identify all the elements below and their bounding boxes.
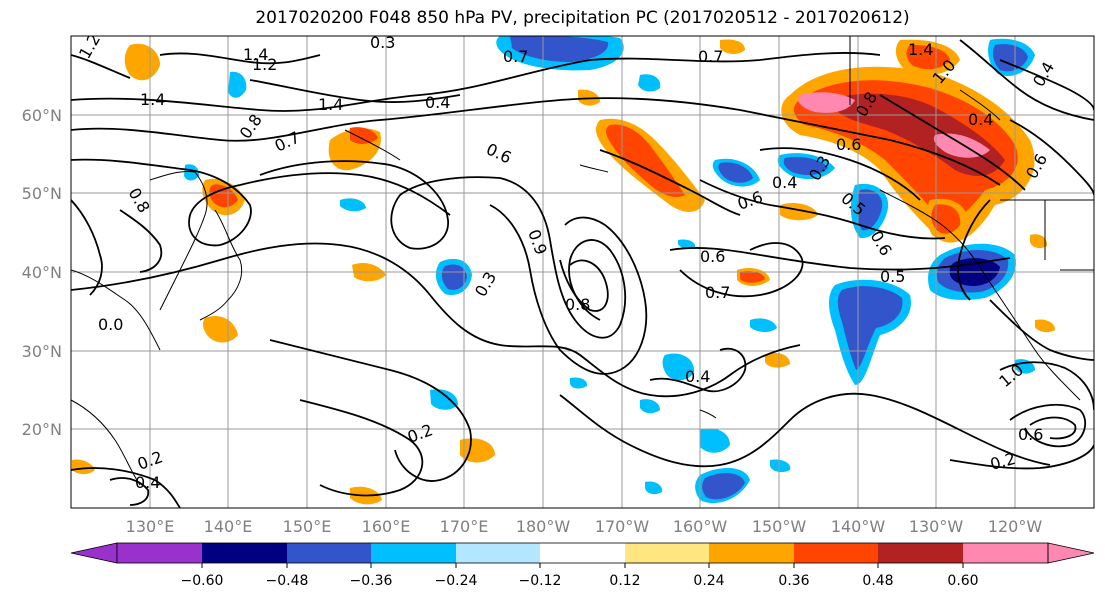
colorbar-tick-label: 0.48 bbox=[862, 573, 893, 589]
contour-label: 0.4 bbox=[685, 367, 710, 386]
lon-label: 160°E bbox=[362, 517, 411, 536]
contour-label: 0.4 bbox=[135, 473, 160, 492]
colorbar-segment bbox=[878, 543, 963, 563]
colorbar-segment bbox=[540, 543, 625, 563]
lon-label: 150°E bbox=[283, 517, 332, 536]
map-title: 2017020200 F048 850 hPa PV, precipitatio… bbox=[255, 8, 910, 28]
colorbar-segment bbox=[117, 543, 202, 563]
colorbar-segment bbox=[709, 543, 794, 563]
lon-label: 130°E bbox=[126, 517, 175, 536]
contour-label: 0.3 bbox=[370, 33, 395, 52]
contour-label: 1.4 bbox=[140, 90, 165, 109]
lat-label: 20°N bbox=[22, 420, 62, 439]
colorbar-tick-label: −0.24 bbox=[435, 573, 478, 589]
contour-label: 1.2 bbox=[252, 55, 277, 74]
contour-label: 0.4 bbox=[425, 93, 450, 112]
lon-label: 130°W bbox=[909, 517, 964, 536]
pv-contours bbox=[71, 39, 1094, 508]
colorbar-max-triangle bbox=[1047, 542, 1095, 564]
colorbar: −0.60 −0.48 −0.36 −0.24 −0.12 0.12 0.24 … bbox=[70, 542, 1095, 589]
colorbar-segment bbox=[625, 543, 709, 563]
map-frame bbox=[70, 35, 1095, 509]
contour-label: 0.6 bbox=[700, 247, 725, 266]
lon-label: 150°W bbox=[752, 517, 807, 536]
colorbar-segment bbox=[287, 543, 371, 563]
lon-label: 170°W bbox=[595, 517, 650, 536]
contour-label: 0.7 bbox=[503, 47, 528, 66]
colorbar-segment bbox=[456, 543, 540, 563]
colorbar-tick-label: −0.48 bbox=[266, 573, 309, 589]
colorbar-tick-label: 0.60 bbox=[947, 573, 978, 589]
lon-label: 180°W bbox=[516, 517, 571, 536]
lon-label: 140°E bbox=[204, 517, 253, 536]
lon-label: 160°W bbox=[673, 517, 728, 536]
contour-label: 0.4 bbox=[772, 173, 797, 192]
colorbar-tick-label: 0.12 bbox=[609, 573, 640, 589]
contour-label: 1.4 bbox=[318, 95, 343, 114]
graticule bbox=[71, 36, 1094, 508]
contour-label: 1.4 bbox=[908, 40, 933, 59]
lat-label: 40°N bbox=[22, 263, 62, 282]
contour-label: 0.0 bbox=[98, 315, 123, 334]
colorbar-tick-label: −0.36 bbox=[350, 573, 393, 589]
colorbar-segment bbox=[202, 543, 287, 563]
coastlines bbox=[71, 36, 1094, 486]
contour-label: 0.8 bbox=[565, 295, 590, 314]
colorbar-segment bbox=[794, 543, 878, 563]
contour-label: 0.5 bbox=[880, 267, 905, 286]
colorbar-segment bbox=[963, 543, 1048, 563]
lat-label: 60°N bbox=[22, 106, 62, 125]
lon-label: 170°E bbox=[440, 517, 489, 536]
contour-label: 0.7 bbox=[698, 47, 723, 66]
lat-tick-labels: 60°N 50°N 40°N 30°N 20°N bbox=[22, 106, 62, 439]
contour-label: 1.4 bbox=[243, 45, 268, 64]
colorbar-tick-label: 0.24 bbox=[693, 573, 724, 589]
contour-label: 0.6 bbox=[836, 135, 861, 154]
contour-label: 0.4 bbox=[968, 110, 993, 129]
lat-label: 50°N bbox=[22, 184, 62, 203]
colorbar-min-triangle bbox=[70, 542, 118, 564]
precipitation-shading bbox=[72, 36, 1055, 505]
contour-label: 0.7 bbox=[705, 283, 730, 302]
colorbar-tick-label: −0.60 bbox=[181, 573, 224, 589]
colorbar-tick-label: 0.36 bbox=[778, 573, 809, 589]
lon-label: 140°W bbox=[831, 517, 886, 536]
lat-label: 30°N bbox=[22, 342, 62, 361]
contour-label: 0.6 bbox=[1018, 425, 1043, 444]
colorbar-segment bbox=[371, 543, 456, 563]
map-area: 1.4 1.2 1.2 1.4 1.4 0.7 0.7 0.3 0.4 0.7 … bbox=[71, 33, 1094, 508]
colorbar-tick-label: −0.12 bbox=[519, 573, 562, 589]
lon-label: 120°W bbox=[988, 517, 1043, 536]
lon-tick-labels: 130°E 140°E 150°E 160°E 170°E 180°W 170°… bbox=[126, 517, 1043, 536]
